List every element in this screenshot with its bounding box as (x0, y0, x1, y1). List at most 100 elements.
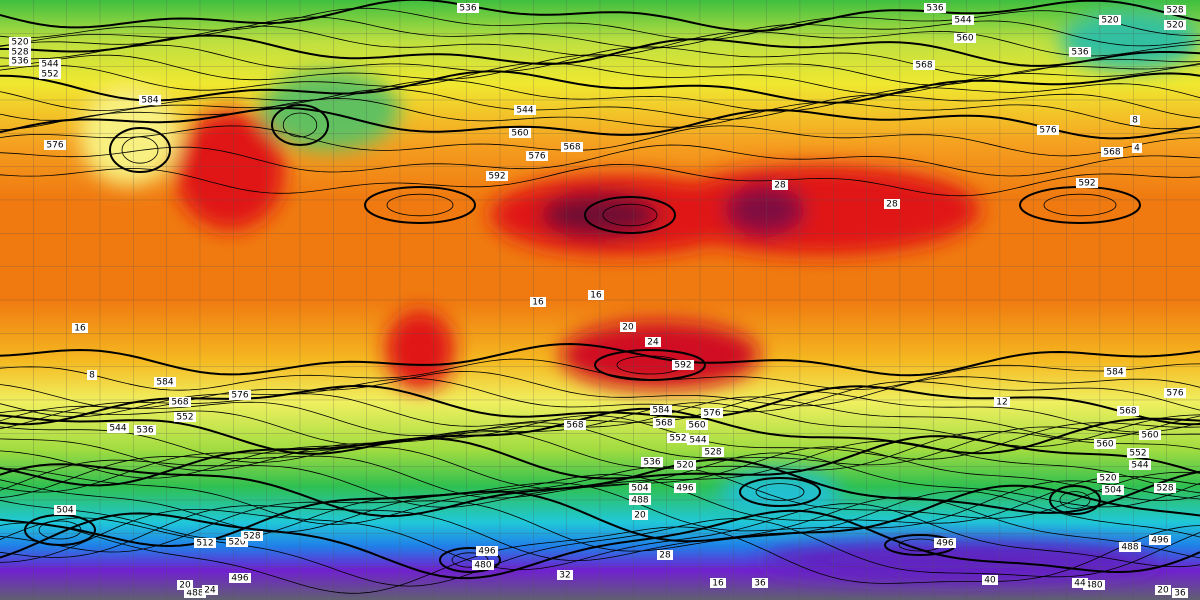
contour (0, 429, 1200, 479)
contour-label: 8 (89, 371, 95, 381)
label-box (1164, 20, 1186, 30)
label-box (934, 538, 956, 548)
contour-label: 496 (478, 547, 495, 557)
label-box (650, 405, 672, 415)
label-box (1101, 147, 1123, 157)
label-box (184, 588, 206, 598)
label-box (1083, 580, 1105, 590)
label-box (44, 140, 66, 150)
label-box (1164, 5, 1186, 15)
label-box (884, 199, 900, 209)
closed-contour (602, 203, 658, 227)
label-box (457, 3, 479, 13)
contour-label: 592 (488, 172, 505, 182)
contour-label: 4 (1134, 144, 1140, 154)
contour-label: 496 (1151, 536, 1168, 546)
contour-label: 36 (1174, 589, 1186, 599)
contour-label: 552 (176, 413, 193, 423)
label-box (139, 95, 161, 105)
contour (0, 391, 1200, 433)
contour-label: 480 (474, 561, 491, 571)
contour-label: 520 (1166, 21, 1183, 31)
contour-label: 496 (231, 574, 248, 584)
label-box (39, 69, 61, 79)
contour (0, 522, 1200, 594)
label-box (629, 495, 651, 505)
label-box (530, 297, 546, 307)
label-box (674, 460, 696, 470)
closed-contour (271, 104, 329, 146)
contour (0, 509, 1200, 580)
contour (0, 503, 1200, 571)
label-box (772, 180, 788, 190)
label-box (1076, 178, 1098, 188)
label-box (667, 433, 689, 443)
contour-label: 520 (1101, 16, 1118, 26)
label-box (509, 128, 531, 138)
contour (0, 342, 1200, 377)
closed-contour (739, 477, 821, 507)
closed-contour (1049, 485, 1101, 515)
label-box (177, 580, 193, 590)
contour-label: 592 (674, 361, 691, 371)
contour-label: 528 (243, 532, 260, 542)
closed-contour (439, 547, 501, 573)
label-box (1130, 115, 1140, 125)
closed-contour (121, 136, 159, 164)
contour-label: 528 (11, 48, 28, 58)
label-box (564, 420, 586, 430)
label-box (702, 447, 724, 457)
contour-label: 568 (655, 419, 672, 429)
contour (0, 70, 1200, 104)
closed-contour (1043, 193, 1117, 217)
contour-label: 536 (136, 426, 153, 436)
contour (0, 496, 1200, 562)
contour-label: 576 (703, 409, 720, 419)
contour-label: 20 (634, 511, 646, 521)
contour (0, 435, 1200, 487)
contour (0, 466, 1200, 525)
label-box (72, 323, 88, 333)
contour (0, 0, 1200, 32)
contour-label: 536 (926, 4, 943, 14)
label-box (588, 290, 604, 300)
contour-label: 568 (563, 143, 580, 153)
contour-label: 544 (689, 436, 706, 446)
label-box (557, 570, 573, 580)
label-box (632, 510, 648, 520)
contour-label: 560 (688, 421, 705, 431)
contour-label: 40 (984, 576, 996, 586)
label-box (752, 578, 768, 588)
contour-label: 576 (1039, 126, 1056, 136)
contour-label: 576 (528, 152, 545, 162)
contour-label: 552 (1129, 449, 1146, 459)
label-box (1119, 542, 1141, 552)
label-box (514, 105, 536, 115)
label-box (472, 560, 494, 570)
label-box (1139, 430, 1161, 440)
label-box (169, 397, 191, 407)
label-box (674, 483, 696, 493)
label-box (1172, 588, 1188, 598)
label-box (994, 397, 1010, 407)
contour-label: 16 (74, 324, 86, 334)
label-box (241, 531, 263, 541)
contour-label: 544 (109, 424, 126, 434)
contour-label: 512 (196, 539, 213, 549)
closed-contour (584, 196, 676, 234)
contour-label: 584 (141, 96, 158, 106)
contour-label: 16 (590, 291, 602, 301)
contour-label: 576 (46, 141, 63, 151)
contour (0, 407, 1200, 455)
contour-label: 568 (915, 61, 932, 71)
contour-label: 552 (41, 70, 58, 80)
contour (0, 474, 1200, 533)
contour (0, 446, 1200, 501)
contour-label: 8 (1132, 116, 1138, 126)
contour-label: 504 (631, 484, 648, 494)
label-box (87, 370, 97, 380)
label-box (134, 425, 156, 435)
contour-label: 20 (179, 581, 191, 591)
